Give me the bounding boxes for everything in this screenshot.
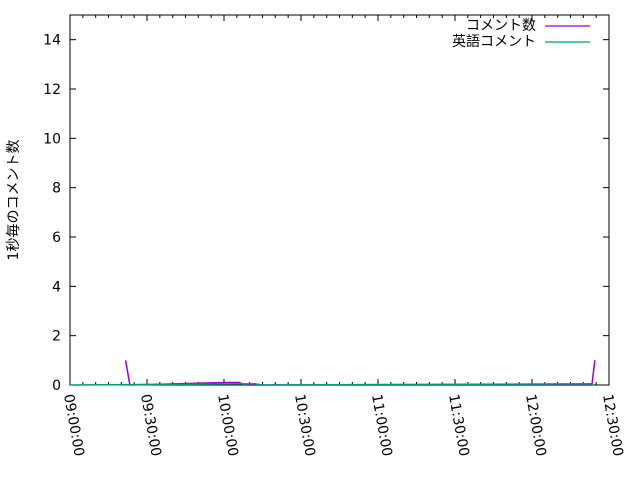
- series-line: [124, 360, 596, 386]
- x-tick-label: 12:00:00: [522, 393, 549, 458]
- y-tick-label: 12: [43, 82, 61, 98]
- x-tick-label: 09:00:00: [60, 393, 87, 458]
- plot-frame: [69, 14, 610, 386]
- x-tick-label: 09:30:00: [137, 393, 164, 458]
- x-tick-label: 10:00:00: [214, 393, 241, 458]
- x-tick-label: 11:30:00: [445, 393, 472, 458]
- y-tick-label: 2: [52, 329, 61, 345]
- y-tick-label: 4: [52, 279, 61, 295]
- legend-label: 英語コメント: [452, 33, 536, 50]
- x-tick-label: 12:30:00: [599, 393, 626, 458]
- y-tick-label: 14: [43, 33, 61, 49]
- x-tick-label: 11:00:00: [368, 393, 395, 458]
- y-tick-label: 0: [52, 378, 61, 394]
- y-axis-label: 1秒毎のコメント数: [6, 140, 22, 261]
- y-tick-label: 8: [52, 181, 61, 197]
- series-line: [69, 383, 594, 386]
- legend-label: コメント数: [466, 18, 536, 34]
- y-tick-label: 6: [52, 230, 61, 246]
- x-tick-label: 10:30:00: [291, 393, 318, 458]
- y-tick-label: 10: [43, 131, 61, 147]
